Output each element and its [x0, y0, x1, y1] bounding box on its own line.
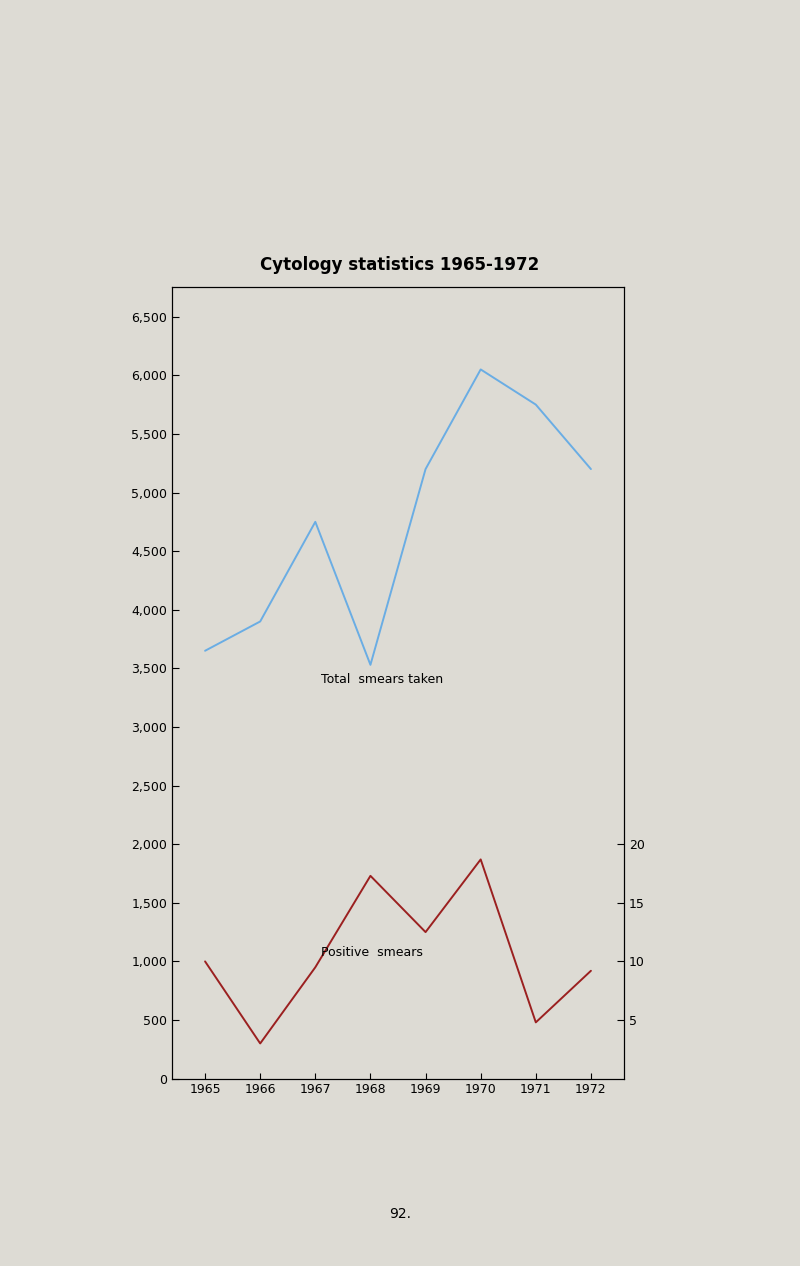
- Text: Total  smears taken: Total smears taken: [321, 674, 443, 686]
- Text: Cytology statistics 1965-1972: Cytology statistics 1965-1972: [260, 256, 540, 273]
- Text: 92.: 92.: [389, 1206, 411, 1220]
- Text: Positive  smears: Positive smears: [321, 946, 423, 958]
